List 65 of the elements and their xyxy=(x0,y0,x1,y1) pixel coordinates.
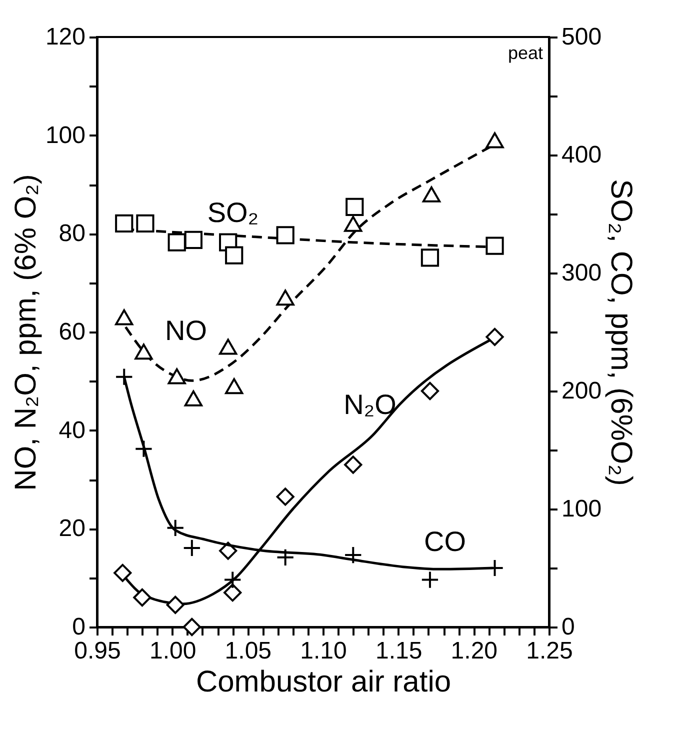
point xyxy=(184,230,202,250)
point xyxy=(224,570,242,589)
x-tick-label: 1.15 xyxy=(375,638,422,664)
point xyxy=(224,584,242,602)
point xyxy=(168,233,186,252)
point xyxy=(134,440,153,458)
point xyxy=(422,186,441,202)
y2-tick-label: 300 xyxy=(562,260,602,286)
point xyxy=(344,456,362,474)
y-tick-label: 20 xyxy=(58,515,86,542)
y2-tick-label: 100 xyxy=(562,496,602,522)
point xyxy=(136,214,154,233)
x-tick-label: 1.05 xyxy=(224,638,272,664)
annotation: CO xyxy=(424,526,466,557)
point xyxy=(115,214,134,233)
point xyxy=(486,132,504,148)
y2-tick-label: 500 xyxy=(562,24,602,50)
point xyxy=(168,368,186,384)
y-tick-label: 0 xyxy=(72,614,86,640)
point xyxy=(219,542,238,560)
x-tick-label: 1.10 xyxy=(300,638,347,664)
point xyxy=(420,248,440,267)
point xyxy=(133,588,152,607)
y2-axis-title: SO₂, CO, ppm, (6%O₂) xyxy=(604,179,638,486)
point xyxy=(184,390,202,406)
annotation: NO xyxy=(165,315,207,346)
y-axis-title: NO, N₂O, ppm, (6% O₂) xyxy=(9,174,42,491)
x-tick-label: 1.00 xyxy=(149,638,196,664)
x-axis-title: Combustor air ratio xyxy=(196,666,452,698)
y-tick-label: 40 xyxy=(58,416,86,444)
point xyxy=(134,344,153,360)
point xyxy=(219,338,238,355)
x-tick-label: 1.25 xyxy=(526,638,573,664)
y2-tick-label: 0 xyxy=(562,614,575,640)
point xyxy=(114,564,132,582)
point xyxy=(420,570,440,589)
y-tick-label: 100 xyxy=(45,122,86,149)
point xyxy=(182,618,201,636)
point xyxy=(344,546,362,564)
point xyxy=(276,226,294,244)
x-tick-label: 0.95 xyxy=(74,638,121,664)
point xyxy=(225,246,244,264)
point xyxy=(182,538,201,557)
point xyxy=(276,548,294,566)
y-tick-label: 60 xyxy=(58,318,86,346)
annotation: peat xyxy=(508,43,543,63)
point xyxy=(166,518,184,537)
point xyxy=(420,382,440,400)
point xyxy=(225,378,244,394)
point xyxy=(115,309,134,326)
point xyxy=(276,290,294,306)
annotation: SO₂ xyxy=(207,197,259,228)
y-tick-label: 120 xyxy=(45,24,86,50)
point xyxy=(486,328,504,346)
y-tick-label: 80 xyxy=(58,220,86,248)
point xyxy=(276,488,294,506)
y2-tick-label: 400 xyxy=(562,142,602,168)
point xyxy=(115,368,134,386)
point xyxy=(166,596,184,614)
y2-tick-label: 200 xyxy=(562,378,602,404)
point xyxy=(486,236,504,255)
point xyxy=(344,216,362,232)
x-tick-label: 1.20 xyxy=(450,638,498,664)
point xyxy=(346,198,364,216)
annotation: N₂O xyxy=(344,389,396,420)
